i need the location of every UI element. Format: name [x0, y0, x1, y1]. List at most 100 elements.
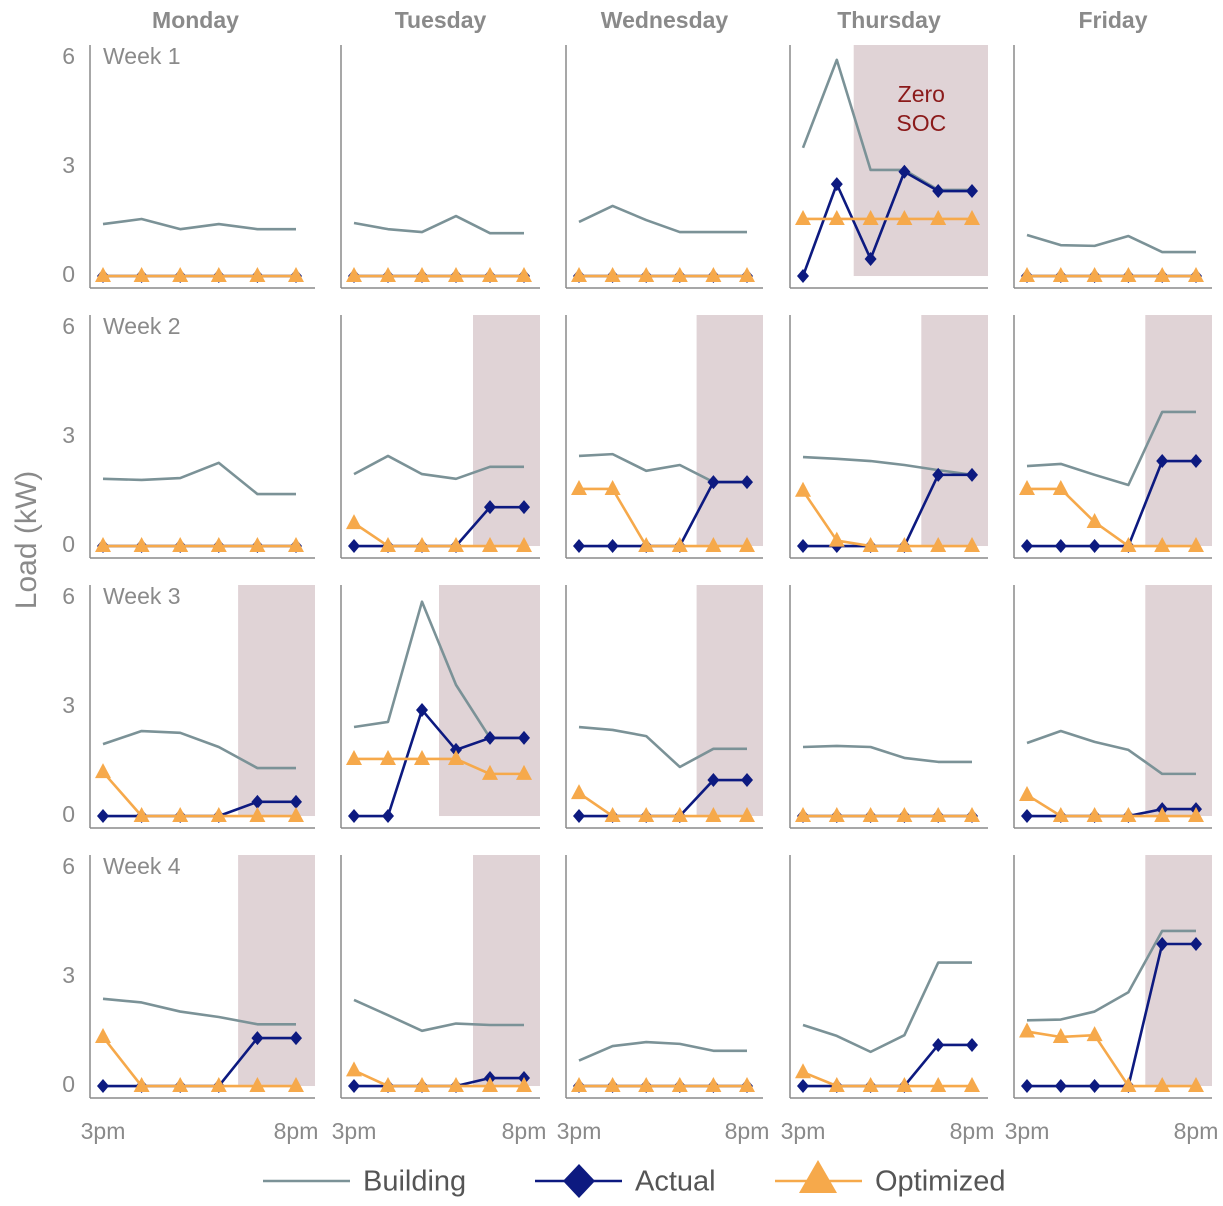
legend-label: Building: [363, 1166, 466, 1198]
x-tick-label: 3pm: [1005, 1118, 1050, 1144]
optimized-marker: [571, 267, 587, 283]
optimized-marker: [862, 807, 879, 823]
optimized-marker: [671, 807, 688, 823]
optimized-marker: [896, 1077, 913, 1093]
annotation: Zero: [898, 81, 945, 107]
optimized-marker: [739, 267, 755, 283]
optimized-marker: [964, 1077, 980, 1093]
optimized-marker: [1188, 1077, 1204, 1093]
optimized-marker: [288, 537, 304, 553]
series-line: [578, 792, 747, 818]
y-tick-label: 6: [62, 583, 75, 609]
optimized-marker: [380, 267, 396, 283]
legend-marker: [799, 1160, 837, 1193]
actual-marker: [1054, 1079, 1067, 1094]
optimized-marker: [930, 807, 947, 823]
optimized-marker: [516, 1077, 532, 1093]
x-tick-label: 3pm: [781, 1118, 826, 1144]
series-line: [353, 454, 524, 481]
y-tick-label: 0: [62, 531, 75, 557]
optimized-marker: [133, 807, 150, 823]
zero-soc-region: [473, 855, 540, 1087]
zero-soc-region: [853, 45, 988, 277]
optimized-marker: [1019, 785, 1035, 801]
y-tick-label: 3: [62, 152, 75, 178]
optimized-marker: [604, 807, 621, 823]
optimized-marker: [795, 807, 811, 823]
optimized-marker: [346, 267, 362, 283]
optimized-marker: [638, 807, 655, 823]
optimized-marker: [448, 537, 464, 553]
optimized-marker: [862, 537, 879, 553]
optimized-marker: [448, 267, 464, 283]
series-line: [102, 461, 296, 496]
series-line: [578, 204, 747, 234]
optimized-marker: [249, 267, 266, 283]
optimized-marker: [249, 537, 266, 553]
optimized-marker: [482, 267, 498, 283]
actual-marker: [348, 539, 360, 554]
actual-marker: [1088, 539, 1101, 554]
optimized-marker: [896, 209, 913, 225]
x-tick-label: 8pm: [502, 1118, 547, 1144]
y-tick-label: 3: [62, 962, 75, 988]
optimized-marker: [638, 1077, 655, 1093]
optimized-marker: [448, 1077, 464, 1093]
optimized-marker: [95, 1027, 111, 1043]
series-line: [102, 729, 296, 770]
optimized-marker: [604, 1077, 621, 1093]
actual-marker: [97, 809, 109, 824]
optimized-marker: [705, 1077, 722, 1093]
actual-marker: [1021, 809, 1033, 824]
optimized-marker: [516, 537, 532, 553]
actual-marker: [707, 773, 720, 788]
optimized-marker: [795, 1063, 811, 1079]
optimized-marker: [671, 537, 688, 553]
actual-marker: [932, 1037, 945, 1052]
optimized-marker: [1120, 807, 1137, 823]
series-line: [1026, 1030, 1196, 1088]
optimized-marker: [172, 807, 189, 823]
optimized-marker: [414, 537, 430, 553]
optimized-marker: [1188, 537, 1204, 553]
optimized-marker: [1120, 1077, 1137, 1093]
zero-soc-region: [696, 315, 763, 547]
actual-marker: [290, 1031, 302, 1046]
y-tick-label: 6: [62, 43, 75, 69]
series-line: [802, 1071, 972, 1088]
x-tick-label: 3pm: [332, 1118, 377, 1144]
actual-marker: [251, 794, 264, 809]
y-tick-label: 0: [62, 801, 75, 827]
actual-marker: [797, 269, 809, 284]
zero-soc-region: [921, 315, 988, 547]
actual-marker: [484, 730, 496, 745]
optimized-marker: [133, 1077, 150, 1093]
x-tick-label: 8pm: [1174, 1118, 1219, 1144]
actual-marker: [864, 251, 877, 266]
optimized-marker: [1086, 267, 1103, 283]
optimized-marker: [705, 267, 722, 283]
series-line: [1026, 729, 1196, 776]
actual-marker: [1156, 454, 1169, 469]
series-line: [102, 217, 296, 231]
optimized-marker: [1052, 1027, 1069, 1043]
optimized-marker: [1120, 537, 1137, 553]
optimized-marker: [448, 749, 464, 765]
optimized-marker: [705, 807, 722, 823]
column-title: Thursday: [837, 7, 941, 33]
optimized-marker: [795, 481, 811, 497]
optimized-marker: [1120, 267, 1137, 283]
actual-marker: [251, 1031, 264, 1046]
x-tick-label: 3pm: [81, 1118, 126, 1144]
actual-marker: [97, 1079, 109, 1094]
column-title: Friday: [1078, 7, 1147, 33]
actual-marker: [1190, 454, 1202, 469]
optimized-marker: [705, 537, 722, 553]
actual-marker: [1088, 1079, 1101, 1094]
series-line: [353, 1069, 524, 1088]
actual-marker: [1156, 936, 1169, 951]
optimized-marker: [828, 531, 845, 547]
actual-marker: [741, 773, 753, 788]
